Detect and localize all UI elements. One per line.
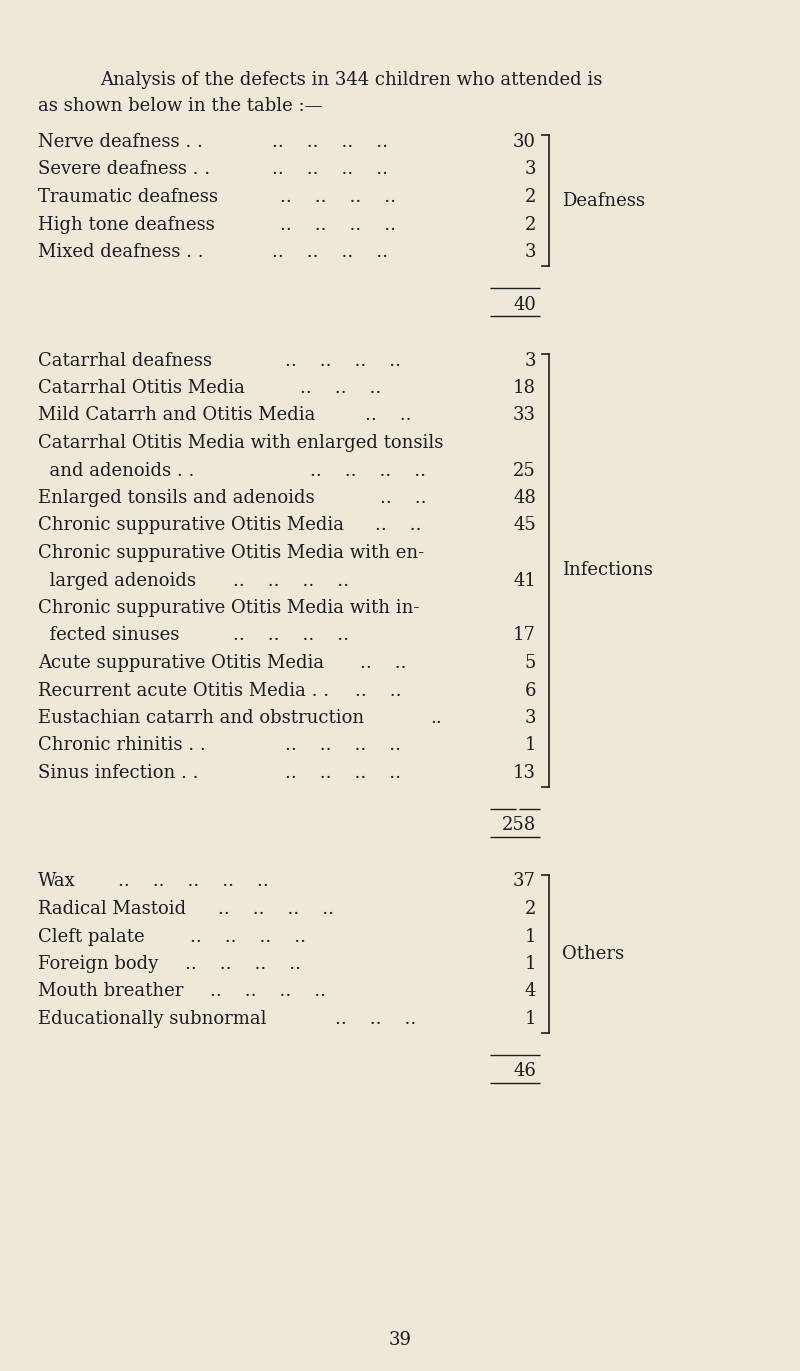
- Text: ..    ..    ..: .. .. ..: [335, 1010, 416, 1028]
- Text: ..    ..    ..    ..    ..: .. .. .. .. ..: [118, 872, 269, 891]
- Text: 41: 41: [513, 572, 536, 590]
- Text: ..    ..: .. ..: [380, 489, 426, 507]
- Text: 2: 2: [525, 188, 536, 206]
- Text: 3: 3: [525, 160, 536, 178]
- Text: ..    ..    ..    ..: .. .. .. ..: [272, 243, 388, 260]
- Text: 18: 18: [513, 378, 536, 398]
- Text: ..    ..: .. ..: [360, 654, 406, 672]
- Text: 2: 2: [525, 215, 536, 233]
- Text: Deafness: Deafness: [562, 192, 645, 210]
- Text: 30: 30: [513, 133, 536, 151]
- Text: ..    ..: .. ..: [375, 517, 422, 535]
- Text: Infections: Infections: [562, 561, 653, 580]
- Text: ..    ..    ..: .. .. ..: [300, 378, 382, 398]
- Text: Catarrhal deafness: Catarrhal deafness: [38, 351, 212, 370]
- Text: as shown below in the table :—: as shown below in the table :—: [38, 97, 322, 115]
- Text: Cleft palate: Cleft palate: [38, 928, 145, 946]
- Text: ..    ..    ..    ..: .. .. .. ..: [218, 899, 334, 919]
- Text: High tone deafness: High tone deafness: [38, 215, 214, 233]
- Text: ..    ..    ..    ..: .. .. .. ..: [185, 956, 301, 973]
- Text: 3: 3: [525, 243, 536, 260]
- Text: 45: 45: [514, 517, 536, 535]
- Text: Foreign body: Foreign body: [38, 956, 158, 973]
- Text: ..    ..    ..    ..: .. .. .. ..: [190, 928, 306, 946]
- Text: 6: 6: [525, 681, 536, 699]
- Text: 1: 1: [525, 1010, 536, 1028]
- Text: Radical Mastoid: Radical Mastoid: [38, 899, 186, 919]
- Text: Educationally subnormal: Educationally subnormal: [38, 1010, 266, 1028]
- Text: 13: 13: [513, 764, 536, 781]
- Text: 1: 1: [525, 956, 536, 973]
- Text: Recurrent acute Otitis Media . .: Recurrent acute Otitis Media . .: [38, 681, 329, 699]
- Text: Acute suppurative Otitis Media: Acute suppurative Otitis Media: [38, 654, 324, 672]
- Text: Chronic suppurative Otitis Media with en-: Chronic suppurative Otitis Media with en…: [38, 544, 424, 562]
- Text: Wax: Wax: [38, 872, 76, 891]
- Text: 48: 48: [513, 489, 536, 507]
- Text: Enlarged tonsils and adenoids: Enlarged tonsils and adenoids: [38, 489, 314, 507]
- Text: ..    ..    ..    ..: .. .. .. ..: [272, 160, 388, 178]
- Text: Chronic suppurative Otitis Media: Chronic suppurative Otitis Media: [38, 517, 344, 535]
- Text: 25: 25: [514, 462, 536, 480]
- Text: 3: 3: [525, 351, 536, 370]
- Text: 40: 40: [513, 296, 536, 314]
- Text: Catarrhal Otitis Media with enlarged tonsils: Catarrhal Otitis Media with enlarged ton…: [38, 435, 443, 452]
- Text: Chronic suppurative Otitis Media with in-: Chronic suppurative Otitis Media with in…: [38, 599, 419, 617]
- Text: ..    ..    ..    ..: .. .. .. ..: [233, 572, 349, 590]
- Text: Nerve deafness . .: Nerve deafness . .: [38, 133, 203, 151]
- Text: Catarrhal Otitis Media: Catarrhal Otitis Media: [38, 378, 245, 398]
- Text: ..    ..    ..    ..: .. .. .. ..: [285, 736, 401, 754]
- Text: 46: 46: [513, 1063, 536, 1080]
- Text: ..    ..    ..    ..: .. .. .. ..: [280, 188, 396, 206]
- Text: Sinus infection . .: Sinus infection . .: [38, 764, 198, 781]
- Text: ..    ..    ..    ..: .. .. .. ..: [285, 764, 401, 781]
- Text: larged adenoids: larged adenoids: [38, 572, 196, 590]
- Text: 17: 17: [513, 627, 536, 644]
- Text: ..    ..    ..    ..: .. .. .. ..: [210, 983, 326, 1001]
- Text: ..    ..    ..    ..: .. .. .. ..: [272, 133, 388, 151]
- Text: 33: 33: [513, 406, 536, 425]
- Text: ..    ..    ..    ..: .. .. .. ..: [285, 351, 401, 370]
- Text: Analysis of the defects in 344 children who attended is: Analysis of the defects in 344 children …: [100, 71, 602, 89]
- Text: Mild Catarrh and Otitis Media: Mild Catarrh and Otitis Media: [38, 406, 315, 425]
- Text: Mouth breather: Mouth breather: [38, 983, 183, 1001]
- Text: Eustachian catarrh and obstruction: Eustachian catarrh and obstruction: [38, 709, 364, 727]
- Text: 2: 2: [525, 899, 536, 919]
- Text: 4: 4: [525, 983, 536, 1001]
- Text: 1: 1: [525, 736, 536, 754]
- Text: Mixed deafness . .: Mixed deafness . .: [38, 243, 204, 260]
- Text: ..    ..: .. ..: [365, 406, 411, 425]
- Text: 39: 39: [389, 1331, 411, 1349]
- Text: 3: 3: [525, 709, 536, 727]
- Text: 37: 37: [513, 872, 536, 891]
- Text: ..    ..    ..    ..: .. .. .. ..: [310, 462, 426, 480]
- Text: ..    ..: .. ..: [355, 681, 402, 699]
- Text: ..    ..    ..    ..: .. .. .. ..: [280, 215, 396, 233]
- Text: Chronic rhinitis . .: Chronic rhinitis . .: [38, 736, 206, 754]
- Text: 258: 258: [502, 817, 536, 835]
- Text: Traumatic deafness: Traumatic deafness: [38, 188, 218, 206]
- Text: Others: Others: [562, 945, 624, 962]
- Text: 5: 5: [525, 654, 536, 672]
- Text: ..: ..: [430, 709, 442, 727]
- Text: Severe deafness . .: Severe deafness . .: [38, 160, 210, 178]
- Text: fected sinuses: fected sinuses: [38, 627, 179, 644]
- Text: 1: 1: [525, 928, 536, 946]
- Text: ..    ..    ..    ..: .. .. .. ..: [233, 627, 349, 644]
- Text: and adenoids . .: and adenoids . .: [38, 462, 194, 480]
